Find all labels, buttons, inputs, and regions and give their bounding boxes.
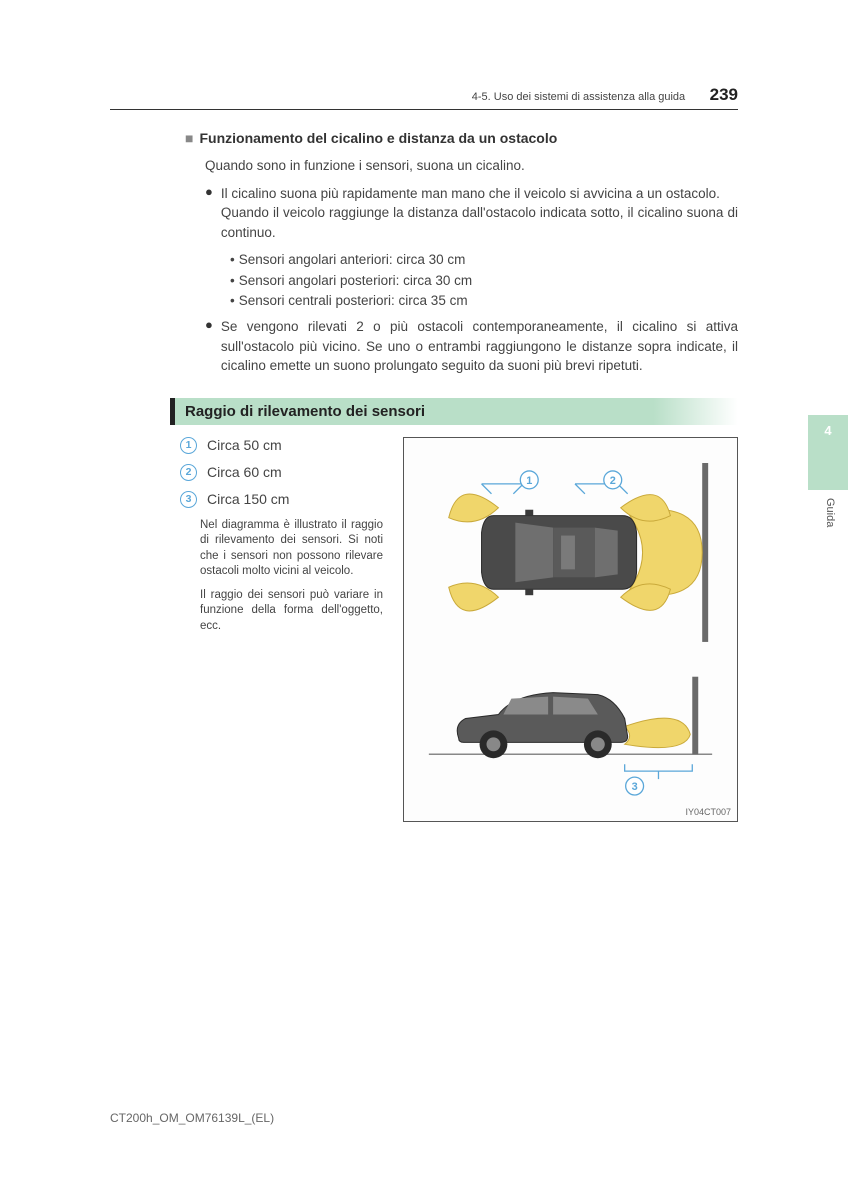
two-column-layout: 1 Circa 50 cm 2 Circa 60 cm 3 Circa 150 … bbox=[170, 437, 738, 822]
rear-center-cone bbox=[628, 509, 703, 595]
section1-title: ■Funzionamento del cicalino e distanza d… bbox=[185, 130, 738, 146]
page-header: 4-5. Uso dei sistemi di assistenza alla … bbox=[110, 85, 738, 110]
item-label: Circa 150 cm bbox=[207, 491, 289, 507]
bullet-text: Se vengono rilevati 2 o più ostacoli con… bbox=[221, 317, 738, 376]
numbered-item: 2 Circa 60 cm bbox=[170, 464, 383, 481]
diagram-code: IY04CT007 bbox=[685, 807, 731, 817]
bullet-icon: ● bbox=[205, 184, 213, 243]
bullet-text: Il cicalino suona più rapidamente man ma… bbox=[221, 184, 738, 243]
chapter-number: 4 bbox=[824, 423, 831, 438]
bracket-1 bbox=[482, 484, 524, 494]
circle-number-3: 3 bbox=[180, 491, 197, 508]
bracket-3 bbox=[625, 764, 693, 771]
bullet-item: ● Il cicalino suona più rapidamente man … bbox=[205, 184, 738, 243]
right-column: 1 2 bbox=[403, 437, 738, 822]
wall-top bbox=[702, 463, 708, 642]
chapter-label: Guida bbox=[824, 498, 836, 527]
page-content: 4-5. Uso dei sistemi di assistenza alla … bbox=[110, 85, 738, 822]
bullet-icon: ● bbox=[205, 317, 213, 376]
numbered-item: 1 Circa 50 cm bbox=[170, 437, 383, 454]
diagram-note-1: Nel diagramma è illustrato il raggio di … bbox=[200, 518, 383, 580]
car-side-view bbox=[457, 692, 627, 758]
diagram-svg: 1 2 bbox=[404, 438, 737, 821]
item-label: Circa 60 cm bbox=[207, 464, 282, 480]
sensor-sublist: •Sensori angolari anteriori: circa 30 cm… bbox=[230, 250, 738, 311]
section2-title: Raggio di rilevamento dei sensori bbox=[170, 398, 738, 425]
callout-num-1: 1 bbox=[526, 475, 532, 487]
footer-code: CT200h_OM_OM76139L_(EL) bbox=[110, 1111, 274, 1125]
car-top-view bbox=[482, 509, 637, 594]
sensor-diagram: 1 2 bbox=[403, 437, 738, 822]
page-number: 239 bbox=[710, 85, 738, 105]
circle-number-2: 2 bbox=[180, 464, 197, 481]
wall-side bbox=[692, 676, 698, 754]
rear-cone-side bbox=[625, 718, 691, 747]
item-label: Circa 50 cm bbox=[207, 437, 282, 453]
left-column: 1 Circa 50 cm 2 Circa 60 cm 3 Circa 150 … bbox=[170, 437, 383, 822]
diagram-note-2: Il raggio dei sensori può variare in fun… bbox=[200, 588, 383, 635]
circle-number-1: 1 bbox=[180, 437, 197, 454]
breadcrumb: 4-5. Uso dei sistemi di assistenza alla … bbox=[472, 91, 685, 103]
numbered-item: 3 Circa 150 cm bbox=[170, 491, 383, 508]
callout-num-2: 2 bbox=[610, 475, 616, 487]
bullet-item: ● Se vengono rilevati 2 o più ostacoli c… bbox=[205, 317, 738, 376]
callout-num-3: 3 bbox=[632, 781, 638, 793]
chapter-tab: 4 bbox=[808, 415, 848, 490]
square-bullet-icon: ■ bbox=[185, 130, 193, 146]
section1-intro: Quando sono in funzione i sensori, suona… bbox=[205, 156, 738, 176]
